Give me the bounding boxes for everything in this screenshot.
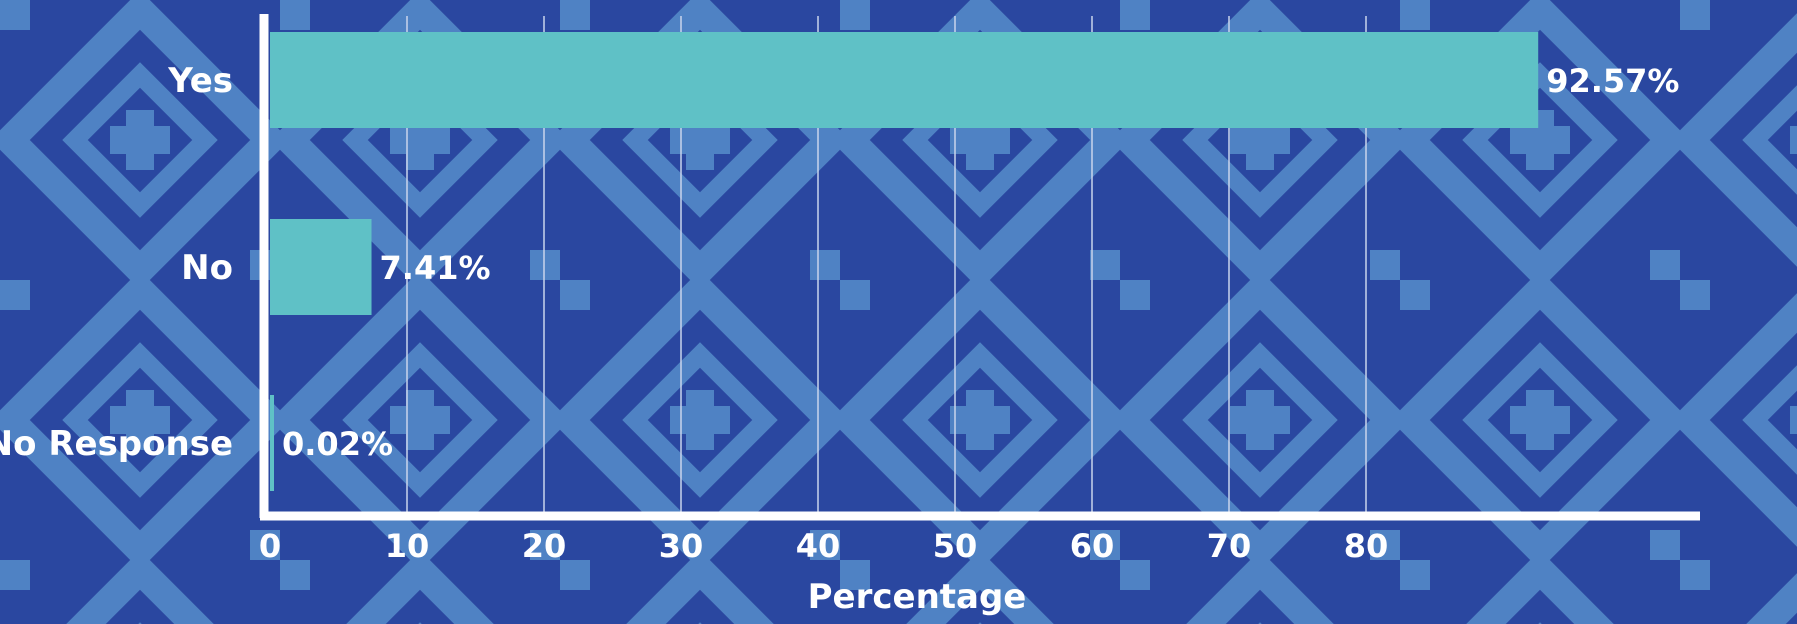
x-tick-label: 60 (1070, 527, 1115, 565)
bar-no-response (270, 395, 274, 491)
x-tick-label: 40 (796, 527, 841, 565)
bar-yes (270, 32, 1539, 128)
category-label: No Response (0, 424, 233, 464)
x-tick-label: 50 (933, 527, 978, 565)
labels: 0 10 20 30 40 50 60 70 80 Yes 92.57% No 7.41% No Resp… (0, 61, 1679, 565)
bars (270, 32, 1539, 491)
x-tick-label: 80 (1344, 527, 1389, 565)
x-tick-label: 0 (259, 527, 281, 565)
axes (259, 14, 1700, 521)
x-axis-title: Percentage (808, 577, 1027, 617)
value-label: 0.02% (282, 425, 393, 463)
bar-no (270, 219, 372, 315)
category-label: No (181, 248, 233, 288)
x-tick-label: 20 (522, 527, 567, 565)
x-tick-label: 70 (1207, 527, 1252, 565)
value-label: 92.57% (1546, 62, 1679, 100)
category-label: Yes (167, 61, 233, 101)
x-tick-label: 30 (659, 527, 704, 565)
x-tick-label: 10 (385, 527, 430, 565)
value-label: 7.41% (380, 249, 491, 287)
